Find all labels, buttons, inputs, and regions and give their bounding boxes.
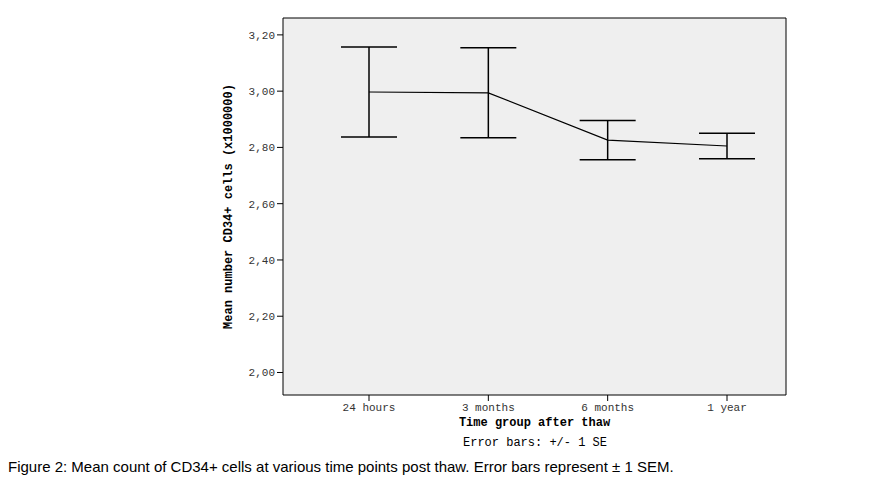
svg-text:24 hours: 24 hours — [343, 402, 396, 414]
svg-text:3,20: 3,20 — [249, 30, 275, 42]
svg-text:6 months: 6 months — [581, 402, 634, 414]
html-text:Error bars: +/- 1 SE: Error bars: +/- 1 SE — [463, 436, 607, 450]
svg-text:2,20: 2,20 — [249, 311, 275, 323]
svg-text:2,80: 2,80 — [249, 142, 275, 154]
svg-text:3 months: 3 months — [462, 402, 515, 414]
html-text:Figure 2: Mean count of CD34+: Figure 2: Mean count of CD34+ cells at v… — [8, 458, 674, 475]
svg-text:Mean number CD34+ cells (x1000: Mean number CD34+ cells (x1000000) — [222, 84, 236, 329]
svg-text:1 year: 1 year — [707, 402, 747, 414]
svg-text:2,00: 2,00 — [249, 367, 275, 379]
svg-text:Time group after thaw: Time group after thaw — [459, 416, 611, 430]
svg-text:2,40: 2,40 — [249, 255, 275, 267]
svg-text:2,60: 2,60 — [249, 199, 275, 211]
svg-text:3,00: 3,00 — [249, 86, 275, 98]
